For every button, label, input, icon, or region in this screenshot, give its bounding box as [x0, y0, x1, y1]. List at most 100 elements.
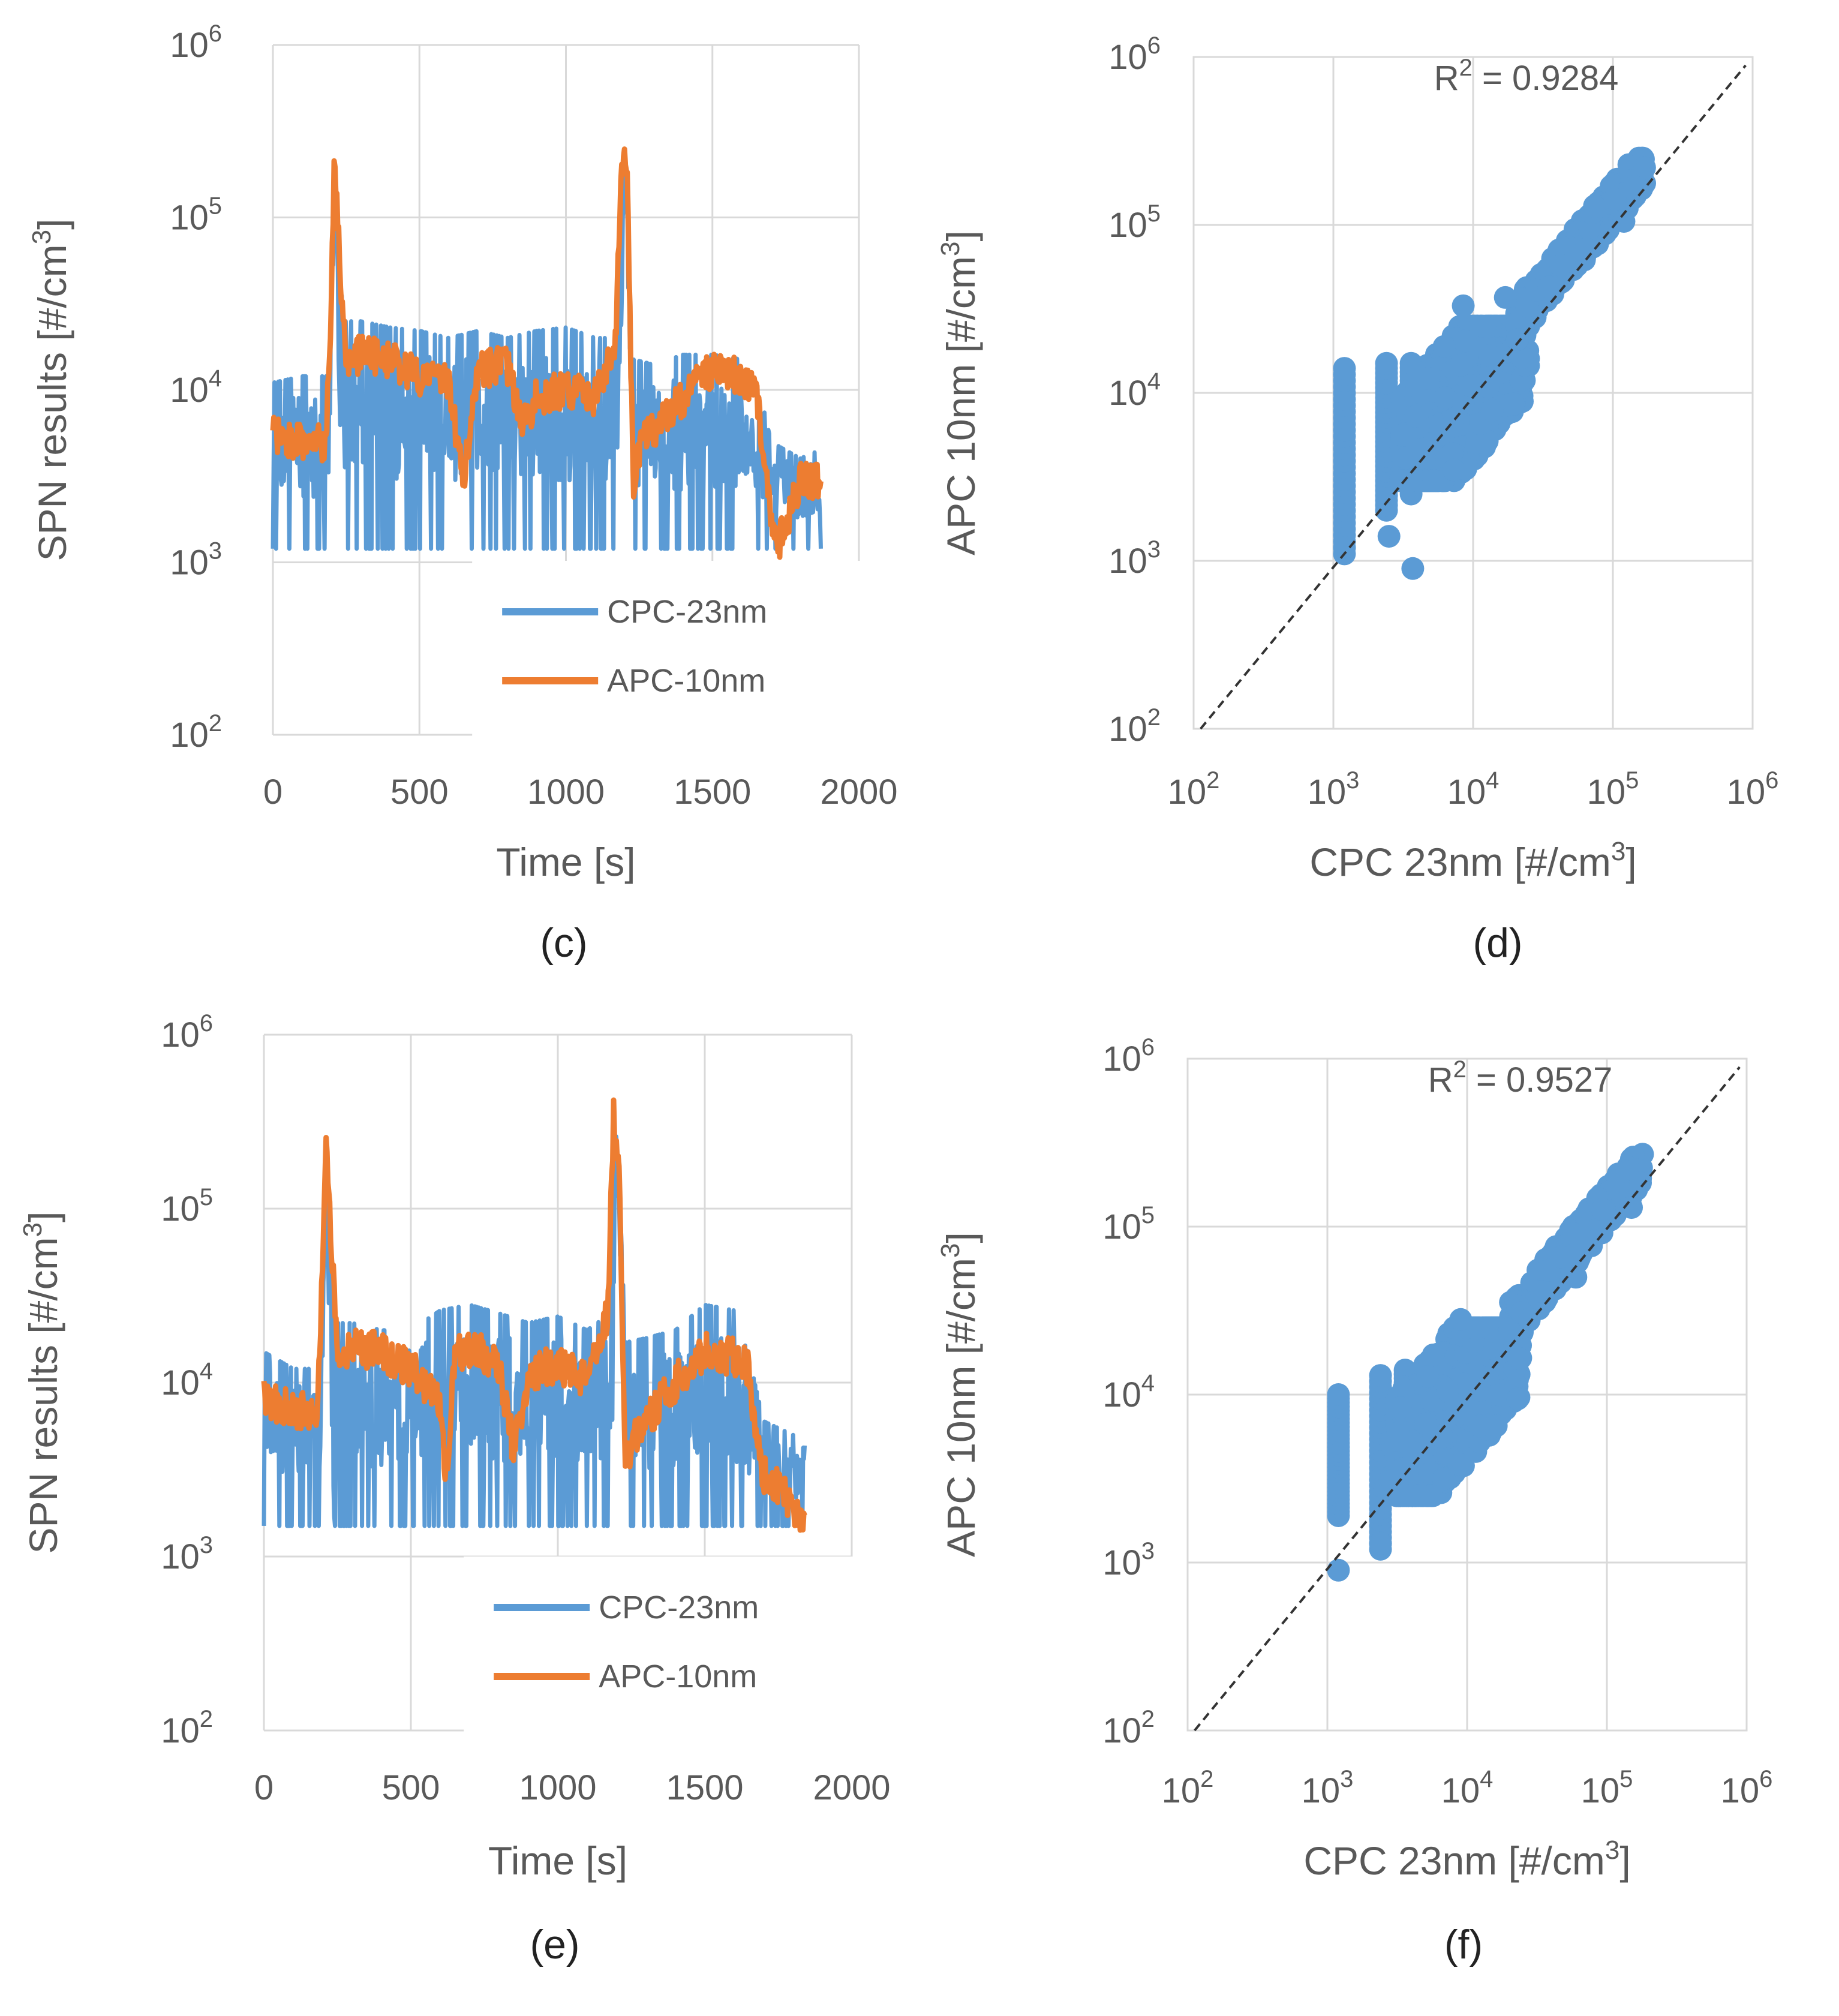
scatter-point — [1392, 1430, 1416, 1453]
axis-title-tail: ] — [939, 1232, 983, 1243]
scatter-point — [1506, 328, 1529, 351]
x-tick-label: 1500 — [674, 773, 751, 812]
y-tick-label: 103 — [1108, 536, 1161, 581]
scatter-point — [1494, 286, 1517, 309]
axis-title-sup: 3 — [27, 230, 56, 244]
axis-title-sup: 3 — [1611, 837, 1625, 866]
series-line-apc-10nm — [270, 146, 824, 560]
y-tick-label: 104 — [161, 1358, 213, 1402]
scatter-point — [1386, 1459, 1410, 1483]
tick-exponent: 2 — [1141, 1706, 1155, 1732]
tick-exponent: 2 — [1147, 704, 1161, 731]
tick-exponent: 4 — [1147, 368, 1161, 395]
x-tick-label: 500 — [382, 1768, 440, 1807]
axis-title-tail: ] — [939, 230, 983, 241]
y-tick-label: 103 — [161, 1532, 213, 1576]
tick-base: 10 — [1308, 773, 1347, 812]
legend-label-cpc-23nm: CPC-23nm — [607, 594, 767, 630]
axis-title-main: CPC 23nm [#/cm — [1309, 840, 1610, 884]
tick-exponent: 5 — [209, 193, 222, 220]
x-tick-label: 106 — [1727, 767, 1779, 812]
trendline — [1194, 1066, 1741, 1732]
scatter-point — [1506, 1387, 1530, 1411]
x-tick-label: 105 — [1581, 1766, 1633, 1810]
legend-box — [472, 561, 895, 777]
scatter-point — [1591, 1198, 1614, 1221]
scatter-point — [1478, 344, 1501, 367]
scatter-point — [1468, 1378, 1492, 1402]
scatter-point — [1452, 391, 1475, 414]
x-tick-label: 103 — [1302, 1766, 1354, 1810]
tick-exponent: 6 — [1759, 1766, 1772, 1792]
tick-exponent: 5 — [200, 1184, 213, 1210]
scatter-point — [1477, 375, 1500, 399]
axis-title-tail: ] — [30, 219, 74, 230]
scatter-point — [1476, 429, 1499, 453]
x-tick-label: 102 — [1162, 1766, 1214, 1810]
scatter-point — [1458, 374, 1482, 398]
scatter-point — [1369, 1364, 1392, 1387]
scatter-point — [1488, 1383, 1512, 1407]
scatter-point — [1392, 1377, 1416, 1401]
x-tick-label: 0 — [254, 1768, 274, 1807]
tick-base: 10 — [1102, 1039, 1141, 1078]
scatter-point — [1434, 386, 1457, 410]
scatter-point — [1416, 1365, 1440, 1388]
scatter-point — [1620, 1196, 1643, 1219]
r-squared-annotation: R2 = 0.9527 — [1428, 1056, 1613, 1099]
tick-exponent: 3 — [200, 1532, 213, 1558]
scatter-point — [1562, 1222, 1585, 1246]
chart-panel-e: 0 500 1000 1500 2000102103104105106CPC-23nmA… — [18, 1010, 891, 1967]
y-tick-label: 104 — [170, 365, 222, 410]
x-tick-label: 0 — [263, 773, 283, 812]
axis-title-main: APC 10nm [#/cm — [939, 256, 983, 555]
scatter-point — [1375, 351, 1398, 375]
scatter-point — [1369, 1532, 1392, 1555]
tick-exponent: 2 — [1206, 767, 1219, 794]
axis-title-main: SPN results [#/cm — [30, 244, 74, 561]
axis-title-tail: ] — [21, 1212, 65, 1222]
axis-title-sup: 3 — [936, 242, 965, 256]
y-tick-label: 105 — [161, 1184, 213, 1228]
x-axis-title: CPC 23nm [#/cm3] — [1309, 837, 1636, 884]
scatter-point — [1399, 469, 1423, 492]
scatter-point — [1549, 254, 1573, 277]
scatter-point — [1574, 238, 1597, 261]
axis-title-sup: 3 — [936, 1243, 965, 1258]
legend-label-apc-10nm: APC-10nm — [607, 663, 765, 699]
tick-base: 10 — [170, 26, 209, 65]
y-tick-label: 106 — [161, 1010, 213, 1054]
scatter-point — [1468, 1414, 1491, 1438]
scatter-point — [1564, 1266, 1588, 1289]
y-axis-title: SPN results [#/cm3] — [18, 1212, 65, 1554]
scatter-point — [1485, 1414, 1508, 1438]
tick-exponent: 3 — [1141, 1538, 1155, 1564]
scatter-point — [1432, 335, 1456, 358]
scatter-point — [1431, 1426, 1454, 1449]
y-tick-label: 105 — [170, 193, 222, 238]
scatter-point — [1498, 1318, 1522, 1342]
tick-exponent: 5 — [1625, 767, 1639, 794]
y-tick-label: 105 — [1102, 1202, 1155, 1246]
panel-label: (c) — [540, 920, 587, 966]
tick-exponent: 2 — [200, 1706, 213, 1732]
x-tick-label: 1500 — [666, 1768, 743, 1807]
scatter-point — [1442, 458, 1465, 482]
scatter-point — [1422, 469, 1446, 492]
scatter-point — [1404, 405, 1428, 428]
tick-exponent: 5 — [1147, 200, 1161, 227]
axis-title-main: APC 10nm [#/cm — [939, 1258, 983, 1557]
r2-value: = 0.9527 — [1467, 1060, 1613, 1099]
scatter-point — [1420, 1484, 1443, 1507]
tick-exponent: 4 — [1486, 767, 1499, 794]
tick-exponent: 3 — [209, 538, 222, 564]
tick-exponent: 3 — [1340, 1766, 1353, 1792]
scatter-point — [1394, 446, 1417, 470]
tick-base: 10 — [170, 199, 209, 238]
tick-base: 10 — [170, 543, 209, 582]
scatter-point — [1480, 399, 1504, 422]
r2-prefix: R — [1428, 1060, 1453, 1099]
x-tick-label: 500 — [390, 773, 449, 812]
